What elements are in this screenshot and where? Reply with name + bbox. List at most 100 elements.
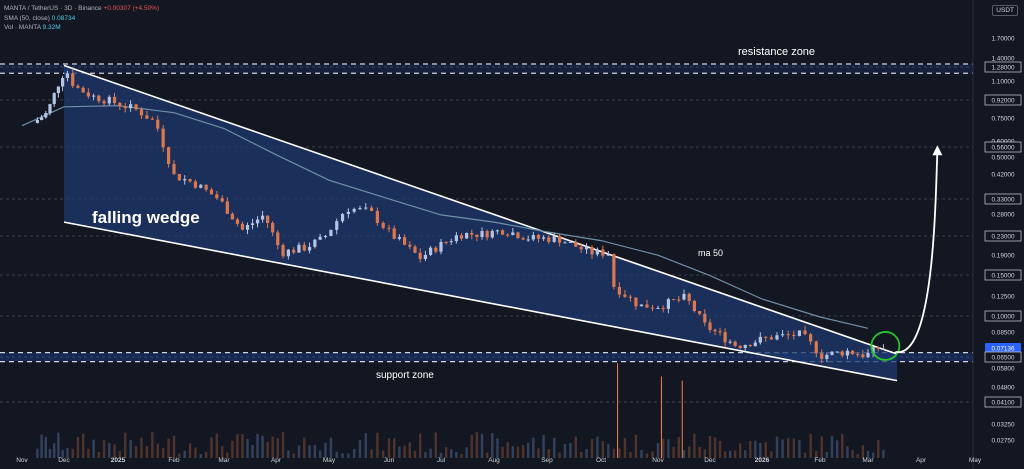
candle-body: [845, 350, 850, 356]
volume-bar: [439, 452, 443, 458]
price-axis[interactable]: 1.70000 1.40000 1.28000 1.10000 0.92000 0.750…: [972, 0, 1024, 469]
projection-arrow-path: [895, 149, 939, 353]
volume-bar: [601, 441, 605, 458]
candle-body: [444, 242, 448, 244]
candle-body: [656, 307, 660, 309]
volume-bar: [553, 437, 556, 458]
volume-bar: [656, 443, 660, 458]
volume-bars: [36, 363, 885, 458]
candle-body: [292, 249, 296, 253]
volume-bar: [81, 433, 85, 458]
volume-bar: [215, 433, 219, 458]
price-tick-label: 0.23000: [991, 233, 1015, 240]
candle-body: [423, 254, 427, 259]
candle-body: [563, 242, 567, 244]
volume-bar: [585, 448, 588, 458]
volume-bar: [313, 444, 317, 458]
candle-body: [590, 247, 594, 255]
candle-body: [335, 221, 339, 230]
price-tick-label: 0.28000: [991, 211, 1015, 218]
candle-body: [738, 345, 742, 348]
price-tick-box: [984, 193, 1022, 205]
price-tick-label: 0.12500: [991, 293, 1015, 300]
candle-body: [403, 237, 407, 245]
volume-bar: [803, 452, 807, 458]
candle-body: [617, 286, 621, 295]
candle-body: [183, 179, 187, 181]
candle-body: [639, 304, 644, 307]
candle-body: [364, 207, 368, 209]
price-tick-label: 1.28000: [991, 64, 1015, 71]
candle-body: [346, 211, 350, 215]
candle-body: [429, 247, 433, 255]
time-tick-label: Nov: [652, 457, 664, 464]
candle-body: [758, 336, 762, 343]
volume-bar: [381, 450, 385, 458]
volume-bar: [491, 433, 494, 458]
candle-body: [775, 335, 779, 340]
candle-body: [595, 249, 599, 255]
volume-bar: [526, 442, 530, 458]
volume-bar: [623, 438, 627, 458]
volume-bar: [856, 453, 859, 458]
volume-bar: [506, 442, 509, 458]
candle-body: [786, 334, 790, 336]
volume-bar: [672, 446, 675, 458]
volume-label: Vol · MANTA: [4, 24, 41, 31]
candle-body: [329, 229, 333, 236]
volume-bar: [403, 445, 406, 458]
volume-bar: [698, 447, 701, 458]
breakout-circle: [870, 331, 901, 361]
candle-body: [172, 163, 176, 175]
volume-bar: [723, 451, 727, 458]
candle-body: [558, 235, 562, 243]
candle-body: [92, 95, 96, 97]
volume-bar: [261, 435, 264, 458]
volume-bar: [424, 452, 427, 458]
time-tick-label: Mar: [218, 457, 230, 464]
volume-bar: [455, 451, 458, 458]
volume-bar: [693, 433, 696, 458]
candle-body: [161, 128, 165, 148]
legend-sma-row: SMA (50, close) 0.08734: [4, 14, 159, 24]
volume-bar: [820, 436, 823, 458]
candle-body: [623, 294, 627, 297]
candle-body: [381, 222, 385, 228]
volume-bar: [629, 451, 632, 458]
volume-bar: [786, 438, 790, 458]
candle-body: [780, 334, 785, 336]
volume-bar: [516, 446, 520, 458]
volume-bar: [511, 446, 515, 458]
price-change: +0.00307 (+4.50%): [103, 5, 160, 12]
volume-bar: [738, 443, 742, 458]
currency-button[interactable]: USDT: [992, 5, 1018, 16]
volume-bar: [44, 436, 47, 458]
time-axis[interactable]: Nov Dec 2025 Feb Mar Apr May Jun Jul Aug Sep Oct Nov…: [16, 457, 982, 464]
volume-bar: [537, 448, 540, 458]
candle-body: [71, 73, 75, 86]
price-tick-box: [984, 396, 1022, 408]
candle-body: [188, 179, 192, 182]
candle-body: [323, 235, 328, 237]
time-tick-label: Sep: [541, 457, 553, 464]
volume-bar: [645, 453, 649, 458]
candle-body: [568, 241, 572, 243]
volume-bar: [521, 444, 525, 458]
candle-body: [340, 214, 345, 222]
price-tick-label: 0.15000: [991, 272, 1015, 279]
volume-bar: [569, 443, 572, 458]
candle-body: [230, 213, 234, 220]
candle-body: [156, 119, 160, 129]
candle-body: [297, 244, 301, 253]
candle-body: [76, 85, 80, 88]
price-tick-label: 0.75000: [991, 115, 1015, 122]
candle-body: [276, 232, 280, 246]
candle-body: [634, 297, 638, 307]
sma-line: [21, 105, 869, 329]
volume-bar: [770, 451, 773, 458]
candle-body: [585, 247, 589, 250]
volume-bar: [376, 432, 379, 458]
candle-body: [193, 181, 198, 188]
candle-body: [387, 227, 391, 229]
